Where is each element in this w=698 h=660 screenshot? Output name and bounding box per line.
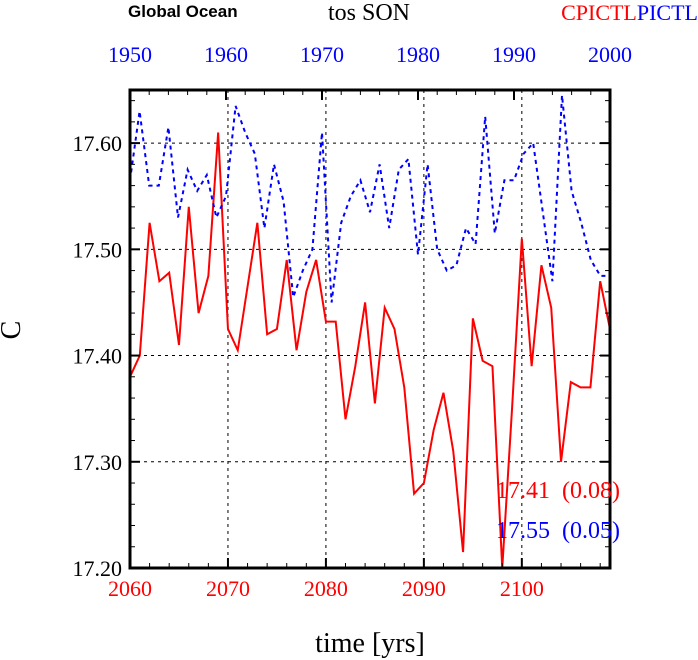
x-axis-label: time [yrs]: [315, 628, 425, 659]
x-bottom-tick-label: 2080: [304, 576, 348, 601]
y-tick-label: 17.30: [73, 450, 123, 475]
series-line-pictl: [129, 95, 610, 303]
x-top-tick-label: 1950: [108, 42, 152, 67]
y-tick-label: 17.20: [73, 556, 123, 581]
y-tick-label: 17.40: [73, 344, 123, 369]
x-top-tick-label: 1980: [396, 42, 440, 67]
x-bottom-tick-label: 2090: [402, 576, 446, 601]
x-top-tick-label: 2000: [588, 42, 632, 67]
y-tick-label: 17.50: [73, 237, 123, 262]
x-top-tick-label: 1960: [204, 42, 248, 67]
y-tick-label: 17.60: [73, 131, 123, 156]
series-line-cpictl: [129, 132, 611, 569]
red-stat-annotation: 17.41 (0.08): [496, 478, 620, 504]
x-bottom-tick-label: 2100: [500, 576, 544, 601]
legend-red-label: CPICTL: [561, 0, 637, 25]
chart-title: tos SON: [328, 0, 410, 26]
plot-frame: [128, 88, 612, 570]
legend-blue-label: PICTL: [637, 0, 698, 25]
blue-stat-annotation: 17.55 (0.05): [496, 518, 620, 544]
x-top-tick-label: 1990: [492, 42, 536, 67]
x-top-tick-label: 1970: [300, 42, 344, 67]
x-bottom-tick-label: 2070: [206, 576, 250, 601]
region-title: Global Ocean: [128, 2, 238, 21]
x-bottom-tick-label: 2060: [108, 576, 152, 601]
y-axis-label: C: [0, 321, 27, 340]
